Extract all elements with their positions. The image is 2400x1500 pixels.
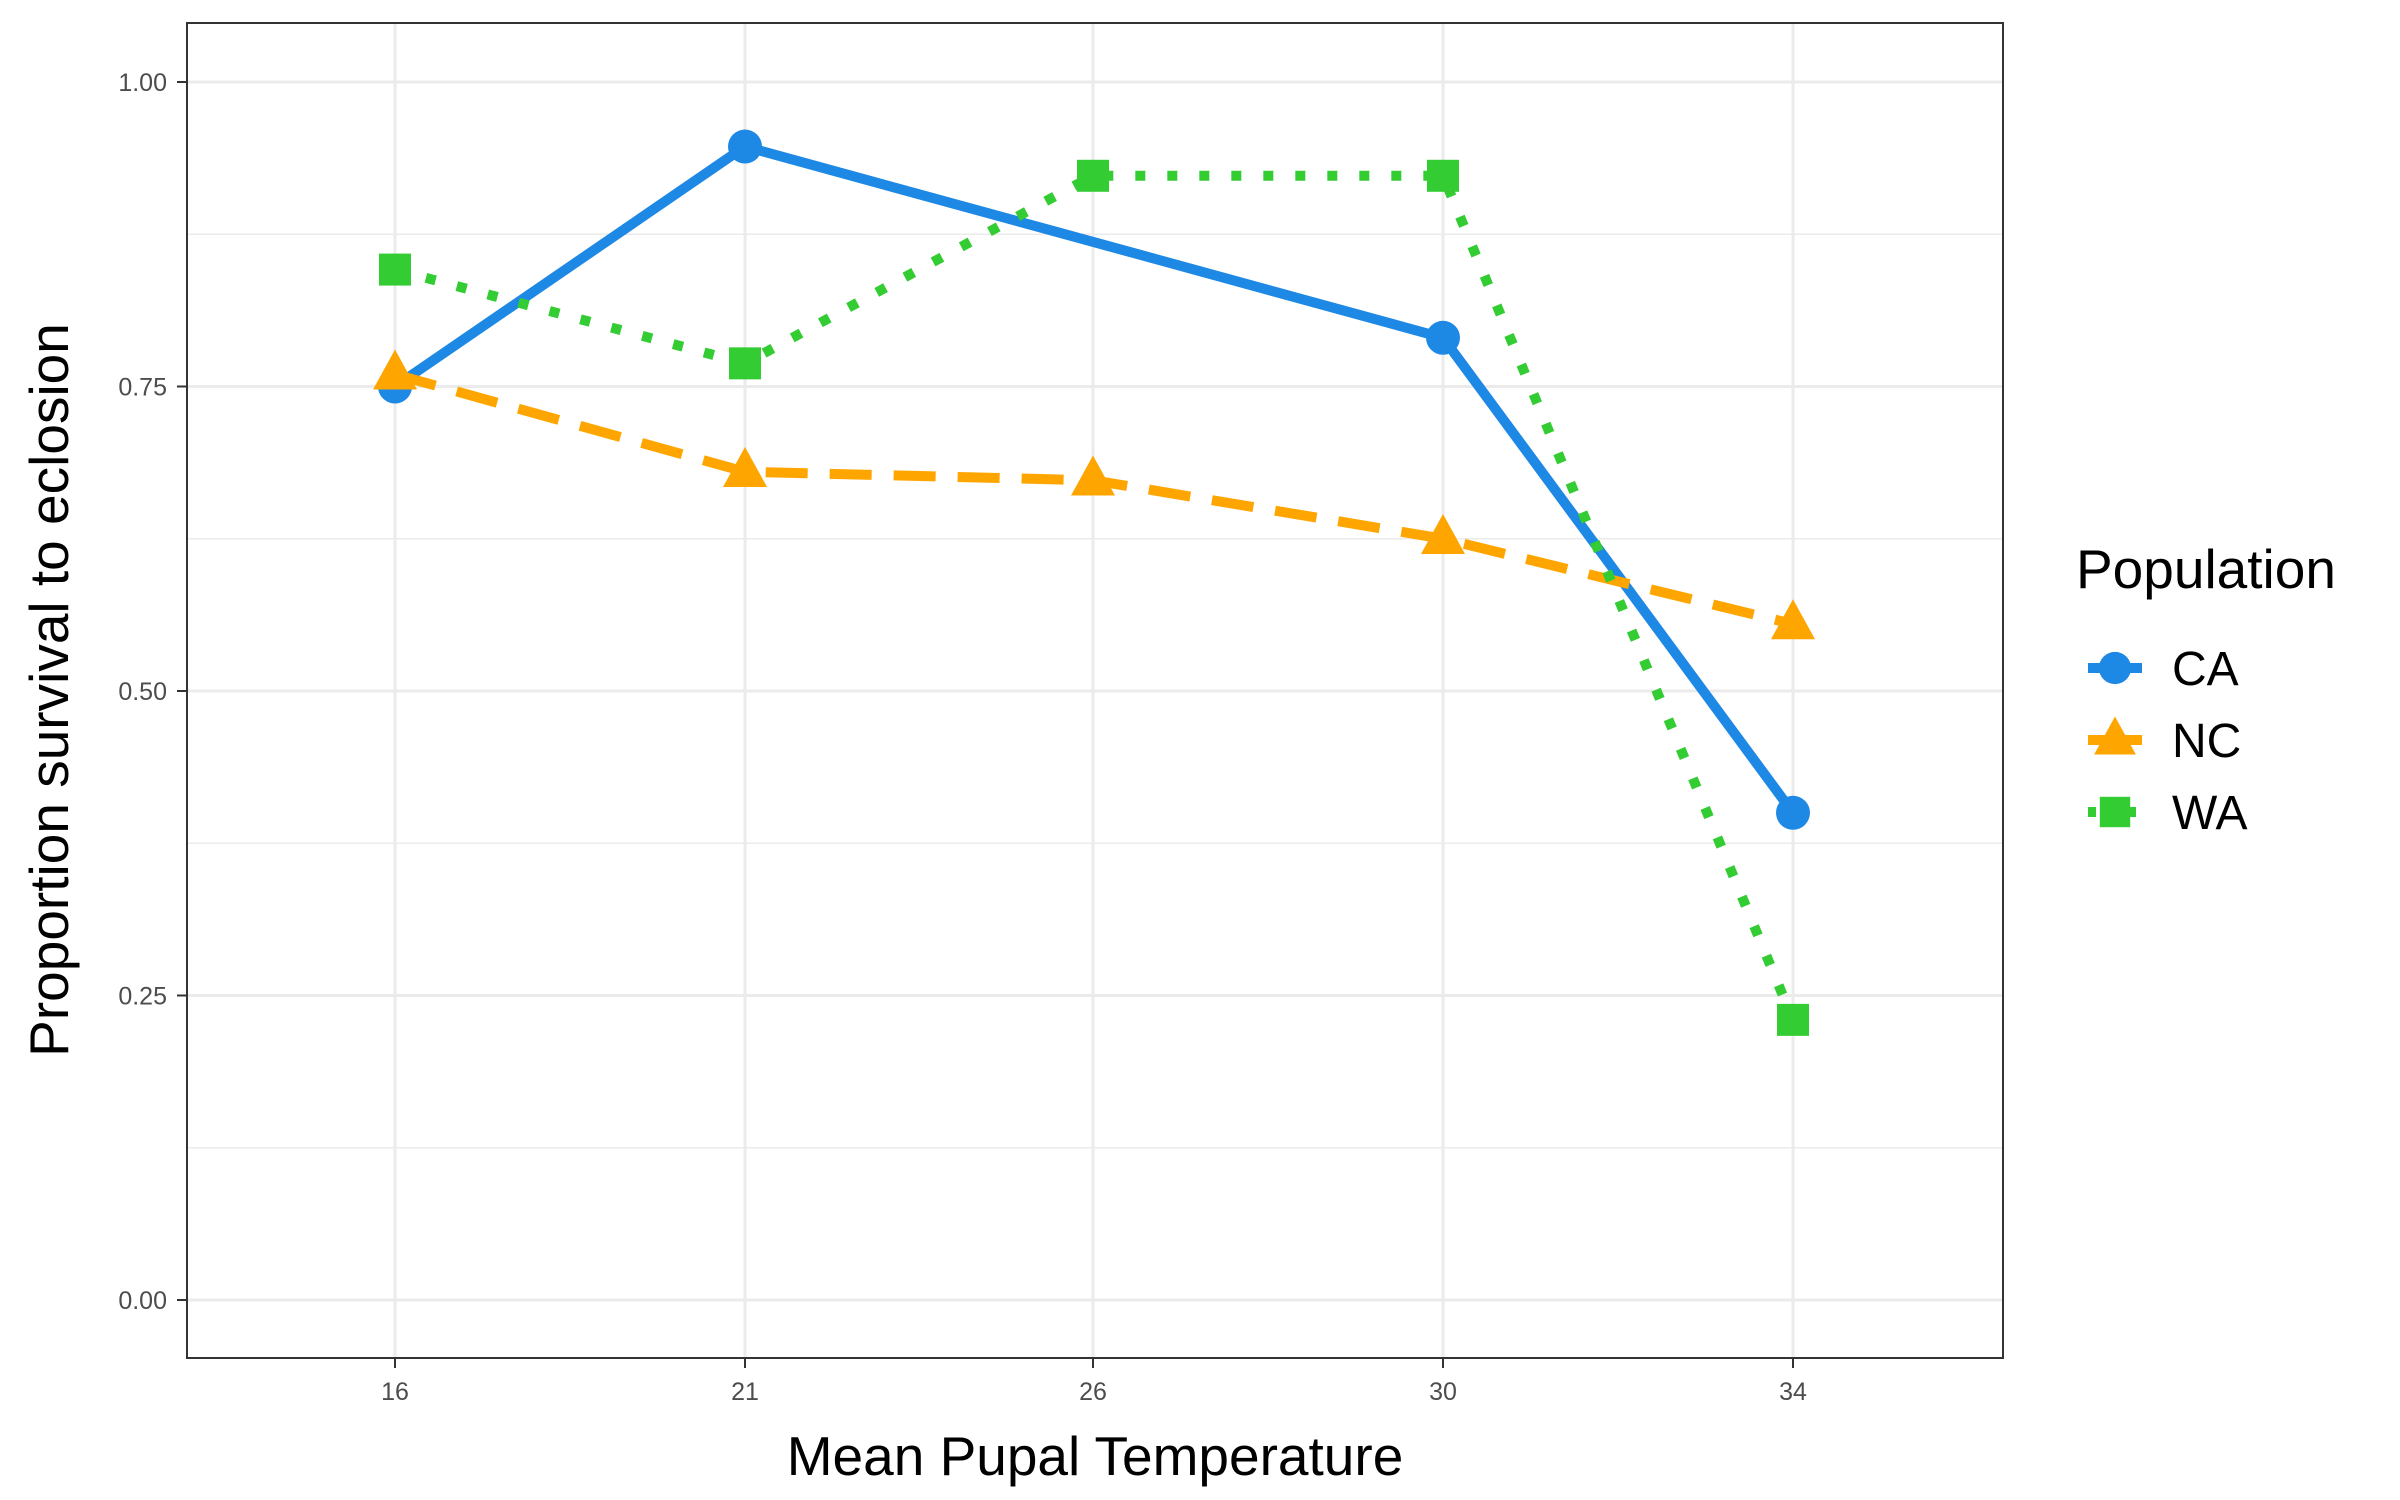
y-axis-title: Proportion survival to eclosion bbox=[18, 323, 80, 1057]
x-tick-label: 30 bbox=[1429, 1378, 1457, 1406]
x-tick-label: 34 bbox=[1779, 1378, 1807, 1406]
series-layer bbox=[373, 129, 1815, 1036]
data-point-wa bbox=[1427, 159, 1459, 192]
data-point-nc bbox=[1771, 599, 1815, 640]
axis-ticks: 0.00 0.25 0.50 0.75 1.00 16 21 26 30 34 bbox=[118, 69, 1807, 1406]
data-point-ca bbox=[1426, 320, 1460, 355]
legend-key-marker bbox=[2099, 796, 2131, 828]
series-line-wa bbox=[393, 170, 1798, 1022]
legend-item-ca: CA bbox=[2088, 643, 2239, 696]
data-point-wa bbox=[1777, 1003, 1809, 1036]
x-tick-label: 16 bbox=[381, 1378, 409, 1406]
y-tick-label: 0.75 bbox=[118, 374, 167, 402]
legend-label-ca: CA bbox=[2172, 643, 2239, 696]
legend-label-nc: NC bbox=[2172, 715, 2241, 768]
x-axis-title: Mean Pupal Temperature bbox=[787, 1425, 1404, 1487]
legend-item-wa: WA bbox=[2088, 787, 2248, 840]
y-tick-label: 0.00 bbox=[118, 1287, 167, 1315]
y-tick-label: 0.25 bbox=[118, 983, 167, 1011]
data-point-wa bbox=[379, 253, 411, 286]
series-markers bbox=[373, 129, 1815, 1036]
data-point-ca bbox=[728, 129, 762, 164]
data-point-wa bbox=[729, 347, 761, 380]
legend-title: Population bbox=[2076, 538, 2336, 600]
data-point-nc bbox=[1071, 455, 1115, 496]
data-point-wa bbox=[1077, 159, 1109, 192]
legend-label-wa: WA bbox=[2172, 787, 2248, 840]
y-tick-label: 0.50 bbox=[118, 678, 167, 706]
x-tick-label: 21 bbox=[731, 1378, 759, 1406]
legend-key-marker bbox=[2098, 651, 2132, 685]
y-tick-label: 1.00 bbox=[118, 69, 167, 97]
legend: Population CA NC WA bbox=[2076, 538, 2336, 840]
series-line-ca bbox=[392, 141, 1798, 816]
data-point-nc bbox=[373, 349, 417, 390]
data-point-ca bbox=[1776, 795, 1810, 830]
legend-key-marker bbox=[2094, 716, 2136, 755]
data-point-nc bbox=[1421, 513, 1465, 554]
legend-item-nc: NC bbox=[2088, 715, 2241, 768]
data-point-nc bbox=[723, 446, 767, 487]
x-tick-label: 26 bbox=[1079, 1378, 1107, 1406]
